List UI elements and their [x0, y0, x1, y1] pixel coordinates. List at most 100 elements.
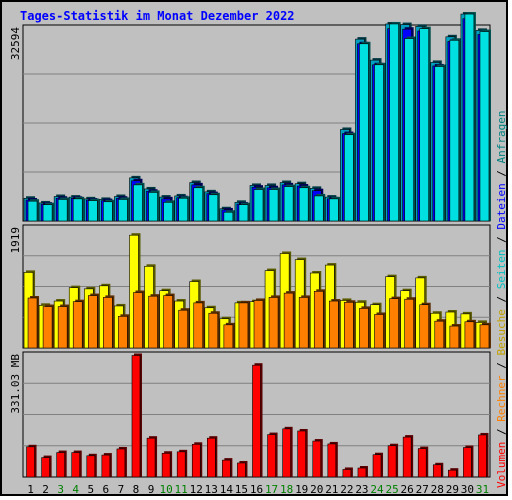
- x-tick-label: 5: [87, 483, 94, 496]
- bar-rechner-day-4: [72, 301, 83, 349]
- bar-volumen-day-15: [237, 462, 246, 478]
- bar-rechner-day-26: [404, 298, 414, 349]
- bar-rechner-day-29: [449, 325, 460, 349]
- bar-rechner-day-30: [464, 321, 475, 349]
- bar-rechner-day-22: [344, 301, 354, 349]
- bar-rechner-day-28: [434, 320, 445, 349]
- bar-rechner-day-25: [389, 298, 399, 349]
- bar-rechner-day-5: [87, 295, 98, 349]
- bar-seiten-day-11: [178, 197, 188, 222]
- bar-rechner-day-23: [359, 308, 369, 349]
- legend-separator: /: [495, 296, 508, 303]
- bar-volumen-day-11: [176, 451, 186, 478]
- x-tick-label: 11: [175, 483, 188, 496]
- bar-rechner-day-31: [479, 324, 490, 349]
- bar-volumen-day-24: [372, 454, 382, 478]
- bar-seiten-day-17: [268, 189, 279, 222]
- bar-volumen-day-25: [387, 445, 397, 478]
- x-tick-label: 8: [133, 483, 140, 496]
- bar-rechner-day-11: [178, 309, 188, 349]
- bar-seiten-day-10: [163, 202, 173, 222]
- bar-seiten-day-20: [313, 195, 324, 222]
- x-tick-label: 9: [148, 483, 155, 496]
- bar-rechner-day-10: [163, 295, 173, 349]
- legend-item-rechner: Rechner: [495, 375, 508, 422]
- panel-hits-ymax-label: 32594: [9, 27, 22, 60]
- legend-item-seiten: Seiten: [495, 250, 508, 290]
- chart-title: Tages-Statistik im Monat Dezember 2022: [20, 9, 295, 23]
- bar-seiten-day-7: [118, 199, 128, 222]
- bar-volumen-day-8: [131, 355, 141, 478]
- bar-seiten-day-25: [389, 23, 399, 222]
- bar-volumen-day-30: [463, 447, 472, 478]
- bar-rechner-day-12: [193, 302, 204, 349]
- bar-volumen-day-21: [327, 443, 337, 478]
- panel-visits-ymax-label: 1919: [9, 227, 22, 254]
- bar-volumen-day-28: [432, 464, 442, 478]
- bar-volumen-day-12: [191, 443, 201, 478]
- x-tick-label: 30: [461, 483, 474, 496]
- bar-rechner-day-19: [298, 297, 309, 349]
- legend-item-volumen: Volumen: [495, 442, 508, 488]
- bar-rechner-day-17: [268, 297, 279, 349]
- x-tick-label: 19: [295, 483, 308, 496]
- x-tick-label: 20: [310, 483, 323, 496]
- legend-separator: /: [495, 170, 508, 177]
- x-tick-label: 6: [103, 483, 110, 496]
- bar-volumen-day-9: [146, 437, 156, 478]
- bar-volumen-day-19: [297, 430, 306, 478]
- legend-item-anfragen: Anfragen: [495, 110, 508, 163]
- x-tick-label: 13: [205, 483, 218, 496]
- x-tick-label: 17: [265, 483, 278, 496]
- panel-volume: 331.03 MB: [9, 351, 491, 478]
- bar-rechner-day-2: [42, 306, 53, 349]
- bar-rechner-day-15: [238, 302, 249, 349]
- bar-rechner-day-1: [27, 297, 38, 349]
- panel-hits: 32594: [9, 12, 491, 222]
- bar-rechner-day-24: [374, 314, 384, 349]
- x-axis-labels: 1 2 3 4 5 6 7 8 9 10 11 12 13 14 15 16 17 18 19 20 21 22 23 24 2…: [27, 483, 489, 496]
- bar-volumen-day-31: [478, 434, 487, 478]
- bar-volumen-day-1: [26, 446, 35, 478]
- bar-seiten-day-19: [298, 187, 309, 222]
- bar-seiten-day-6: [103, 201, 113, 222]
- x-tick-label: 3: [57, 483, 64, 496]
- legend-item-dateien: Dateien: [495, 183, 508, 229]
- bar-seiten-day-5: [87, 200, 98, 222]
- bar-volumen-day-13: [207, 437, 216, 478]
- x-tick-label: 4: [72, 483, 79, 496]
- legend-separator: /: [495, 428, 508, 435]
- x-tick-label: 7: [118, 483, 125, 496]
- bar-seiten-day-13: [208, 194, 219, 222]
- bar-seiten-day-30: [464, 13, 475, 222]
- x-tick-label: 27: [416, 483, 429, 496]
- panel-visits: 1919: [9, 224, 491, 349]
- bar-volumen-day-18: [282, 428, 291, 478]
- bar-seiten-day-16: [253, 189, 264, 222]
- bar-seiten-day-26: [404, 38, 414, 222]
- bar-rechner-day-9: [148, 295, 158, 349]
- legend-separator: /: [495, 362, 508, 369]
- bar-seiten-day-23: [359, 43, 369, 222]
- legend-text: Volumen / Rechner / Besuche / Seiten / D…: [495, 110, 508, 488]
- x-tick-label: 29: [446, 483, 459, 496]
- bar-seiten-day-14: [223, 211, 234, 222]
- bar-seiten-day-24: [374, 64, 384, 222]
- bar-volumen-day-4: [71, 452, 81, 478]
- bar-volumen-day-7: [116, 448, 126, 478]
- bar-rechner-day-14: [223, 324, 234, 349]
- bar-seiten-day-4: [72, 198, 83, 222]
- bar-volumen-day-14: [222, 459, 231, 478]
- bar-rechner-day-7: [118, 315, 128, 349]
- bar-seiten-day-28: [434, 66, 445, 222]
- bar-seiten-day-12: [193, 187, 204, 222]
- bar-volumen-day-26: [402, 436, 412, 478]
- bar-seiten-day-8: [133, 184, 143, 222]
- legend-item-besuche: Besuche: [495, 309, 508, 355]
- x-tick-label: 21: [325, 483, 338, 496]
- x-tick-label: 2: [42, 483, 49, 496]
- bar-volumen-day-16: [252, 364, 261, 478]
- x-tick-label: 28: [431, 483, 444, 496]
- x-tick-label: 12: [190, 483, 203, 496]
- bar-seiten-day-27: [419, 28, 430, 222]
